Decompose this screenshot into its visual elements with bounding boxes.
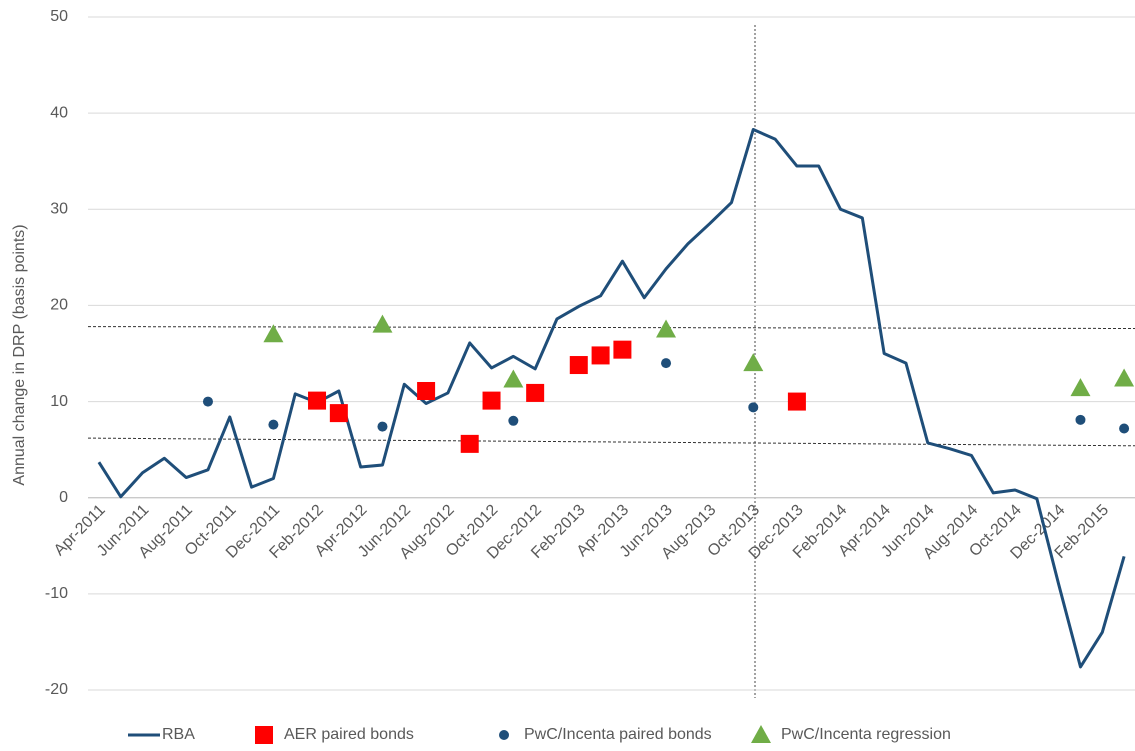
point xyxy=(202,396,213,407)
point xyxy=(569,356,588,375)
point xyxy=(743,353,764,372)
y-tick-label: 10 xyxy=(50,393,68,410)
point xyxy=(460,434,479,453)
line xyxy=(97,127,1126,669)
point xyxy=(787,392,806,411)
point xyxy=(1075,414,1086,425)
point xyxy=(308,391,327,410)
reference-line xyxy=(87,326,1135,330)
y-tick-label: 40 xyxy=(50,104,68,121)
point xyxy=(1070,378,1091,397)
legend-label: PwC/Incenta paired bonds xyxy=(524,726,712,743)
point xyxy=(526,383,545,402)
point xyxy=(372,314,393,333)
y-axis-label: Annual change in DRP (basis points) xyxy=(11,224,28,485)
legend-label: RBA xyxy=(162,726,195,743)
y-tick-label: 0 xyxy=(59,489,68,506)
point xyxy=(661,358,672,369)
point xyxy=(263,324,284,343)
point xyxy=(329,404,348,423)
point xyxy=(268,419,279,430)
legend-swatch xyxy=(751,725,771,743)
legend-label: AER paired bonds xyxy=(284,726,414,743)
y-tick-label: 50 xyxy=(50,8,68,25)
y-tick-label: 20 xyxy=(50,297,68,314)
point xyxy=(1114,368,1135,387)
point xyxy=(417,381,436,400)
legend-swatch xyxy=(255,726,273,744)
point xyxy=(613,340,632,359)
point xyxy=(591,346,610,365)
legend-swatch xyxy=(499,730,509,740)
point xyxy=(1119,423,1130,434)
point xyxy=(656,319,677,338)
point xyxy=(377,421,388,432)
y-tick-label: 30 xyxy=(50,201,68,218)
reference-line xyxy=(87,437,1135,447)
point xyxy=(508,415,519,426)
point xyxy=(482,391,501,410)
point xyxy=(503,369,524,388)
y-tick-label: -10 xyxy=(45,585,68,602)
point xyxy=(748,402,759,413)
y-tick-label: -20 xyxy=(45,681,68,698)
legend-label: PwC/Incenta regression xyxy=(781,726,951,743)
